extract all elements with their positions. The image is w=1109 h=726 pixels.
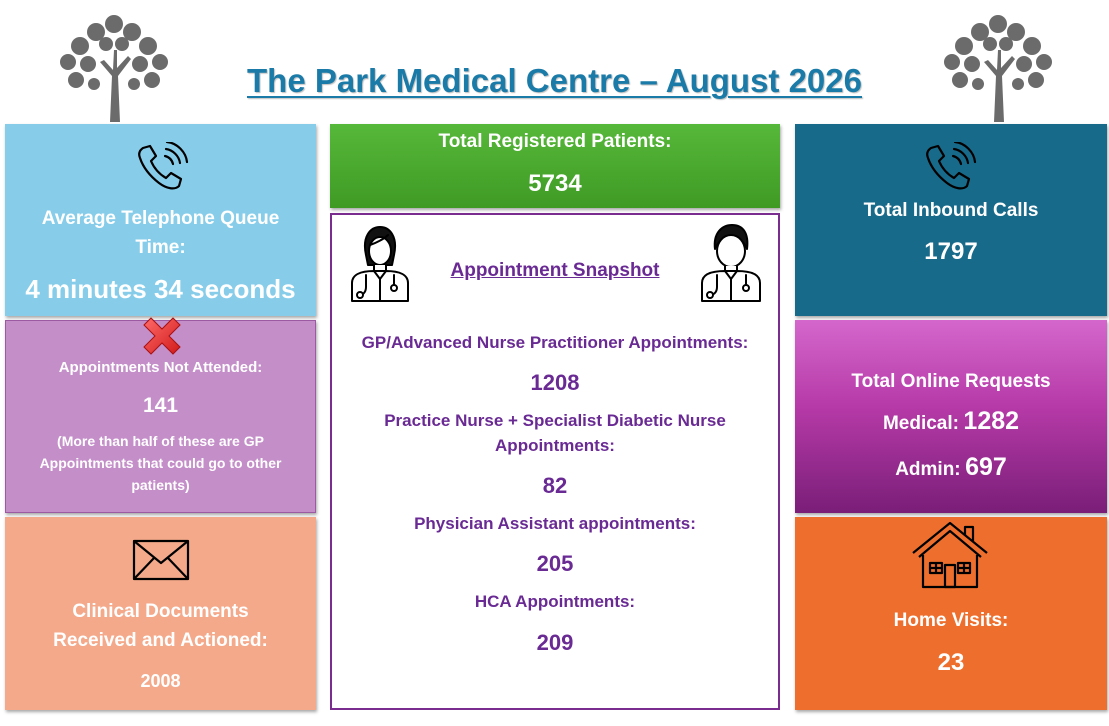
nurse-appointments-value: 82 [542, 473, 568, 498]
house-icon [912, 521, 988, 589]
documents-value: 2008 [140, 671, 181, 691]
inbound-calls-label: Total Inbound Calls [863, 200, 1039, 221]
snapshot-heading: Appointment Snapshot [450, 260, 660, 281]
registered-patients-label: Total Registered Patients: [438, 131, 672, 152]
not-attended-label: Appointments Not Attended: [58, 359, 263, 376]
online-medical-value: 1282 [963, 407, 1020, 435]
red-cross-icon [143, 317, 181, 355]
hca-appointments-label: HCA Appointments: [474, 592, 636, 611]
documents-label-line1: Clinical Documents [72, 601, 249, 622]
home-visits-label: Home Visits: [893, 610, 1009, 631]
phone-ringing-icon [926, 142, 977, 190]
nurse-appointments-label-line2: Appointments: [495, 436, 615, 455]
inbound-calls-value: 1797 [924, 238, 978, 265]
telephone-queue-panel: Average Telephone Queue Time: 4 minutes … [5, 124, 316, 316]
not-attended-note-line1: (More than half of these are GP [57, 433, 264, 449]
male-doctor-icon [701, 224, 761, 302]
online-medical-row: Medical: 1282 [795, 407, 1107, 436]
not-attended-value: 141 [142, 394, 179, 417]
inbound-calls-panel: Total Inbound Calls 1797 [795, 124, 1107, 316]
home-visits-value: 23 [937, 649, 965, 676]
gp-appointments-label: GP/Advanced Nurse Practitioner Appointme… [361, 333, 749, 352]
queue-label-line2: Time: [135, 237, 186, 258]
queue-label-line1: Average Telephone Queue [41, 208, 280, 229]
clinical-documents-panel: Clinical Documents Received and Actioned… [5, 517, 316, 710]
gp-appointments-value: 1208 [530, 370, 580, 395]
appointment-snapshot-panel: Appointment Snapshot GP/Advanced Nurse P… [330, 213, 780, 710]
tree-icon [60, 15, 168, 122]
pa-appointments-value: 205 [536, 551, 574, 576]
phone-ringing-icon [138, 142, 189, 190]
not-attended-note-line3: patients) [131, 477, 190, 493]
pa-appointments-label: Physician Assistant appointments: [414, 514, 696, 533]
tree-icon [944, 15, 1052, 122]
queue-value: 4 minutes 34 seconds [25, 274, 296, 304]
not-attended-panel: Appointments Not Attended: 141 (More tha… [5, 320, 316, 513]
registered-patients-panel: Total Registered Patients: 5734 [330, 124, 780, 208]
not-attended-note-line2: Appointments that could go to other [39, 455, 282, 471]
nurse-appointments-label-line1: Practice Nurse + Specialist Diabetic Nur… [384, 411, 726, 430]
online-admin-label: Admin: [895, 459, 961, 480]
online-admin-value: 697 [965, 453, 1007, 481]
online-medical-label: Medical: [882, 413, 959, 434]
female-doctor-icon [351, 226, 409, 302]
home-visits-panel: Home Visits: 23 [795, 517, 1107, 710]
registered-patients-value: 5734 [528, 170, 582, 197]
envelope-icon [132, 539, 190, 581]
online-admin-row: Admin: 697 [795, 453, 1107, 482]
online-requests-panel: Total Online Requests Medical: 1282 Admi… [795, 320, 1107, 513]
page-title: The Park Medical Centre – August 2026 [247, 62, 862, 99]
documents-label-line2: Received and Actioned: [53, 630, 268, 651]
online-requests-label: Total Online Requests [851, 371, 1051, 392]
hca-appointments-value: 209 [536, 630, 574, 655]
